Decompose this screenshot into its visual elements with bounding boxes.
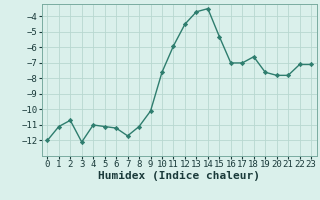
X-axis label: Humidex (Indice chaleur): Humidex (Indice chaleur) bbox=[98, 171, 260, 181]
